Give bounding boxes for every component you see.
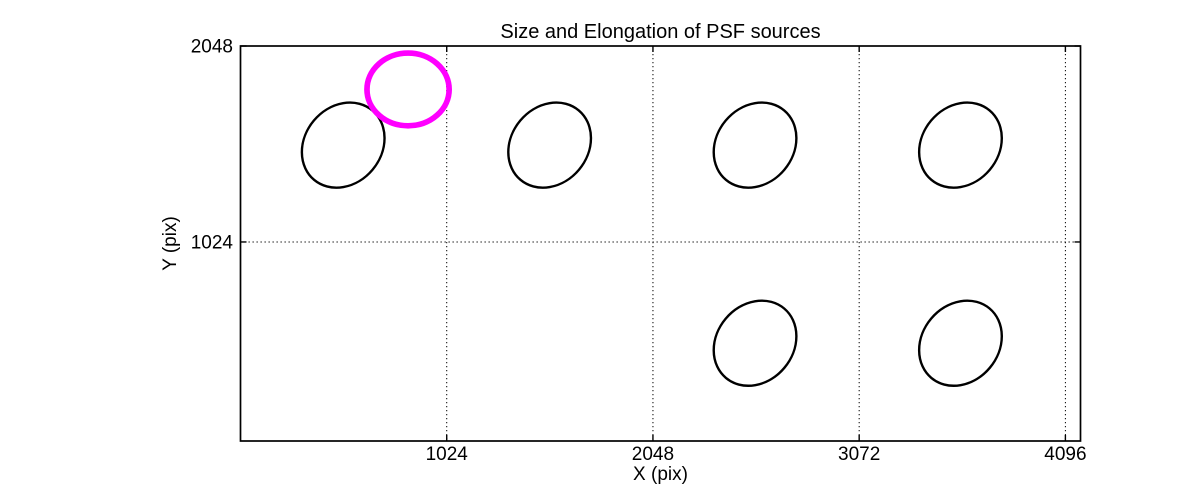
psf-sources-ellipse bbox=[300, 101, 386, 189]
x-tick-label: 3072 bbox=[838, 444, 880, 465]
x-tick-labels: 1024 2048 3072 4096 bbox=[426, 444, 1087, 465]
y-tick-labels: 1024 2048 bbox=[191, 37, 234, 254]
psf-ellipses bbox=[300, 50, 1003, 387]
x-tick-label: 1024 bbox=[426, 444, 469, 465]
psf-sources-ellipse bbox=[917, 101, 1003, 189]
psf-sources-ellipse bbox=[507, 101, 593, 189]
psf-sources-ellipse bbox=[712, 101, 798, 189]
highlighted-source-ellipse bbox=[364, 50, 452, 129]
x-tick-label: 2048 bbox=[632, 444, 674, 465]
y-axis-label: Y (pix) bbox=[160, 216, 181, 271]
x-axis-label: X (pix) bbox=[633, 464, 688, 485]
x-tick-label: 4096 bbox=[1044, 444, 1086, 465]
y-tick-label: 2048 bbox=[191, 37, 233, 58]
axes-spines bbox=[239, 45, 1082, 442]
plot-border bbox=[239, 45, 1082, 442]
y-tick-label: 1024 bbox=[191, 232, 234, 253]
psf-sources-ellipse bbox=[917, 299, 1003, 387]
axis-ticks bbox=[240, 45, 1081, 441]
psf-sources-ellipse bbox=[712, 299, 798, 387]
chart-title: Size and Elongation of PSF sources bbox=[500, 21, 820, 43]
